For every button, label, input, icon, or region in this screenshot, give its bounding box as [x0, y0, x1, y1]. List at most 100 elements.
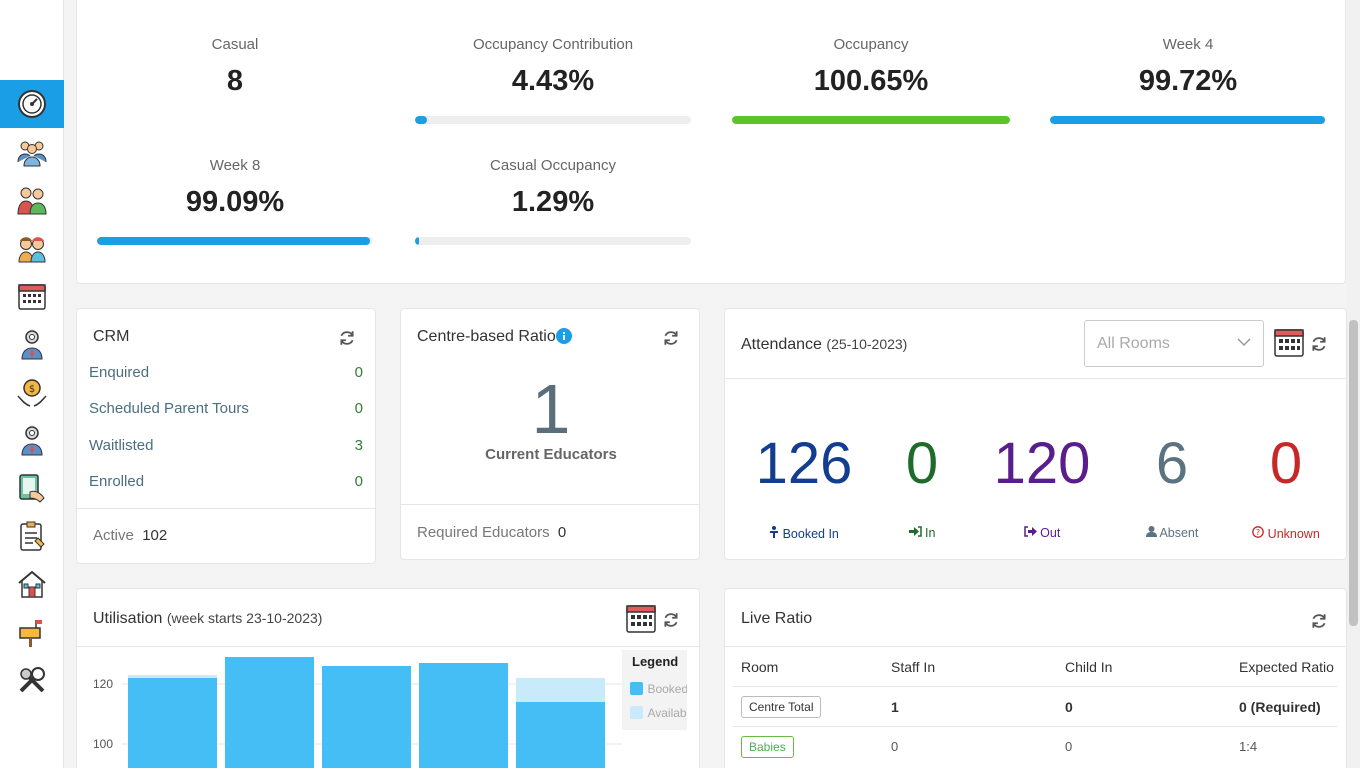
divider: [725, 378, 1346, 379]
legend-label: Available: [647, 705, 687, 720]
nav-checklist[interactable]: [0, 512, 64, 560]
attendance-label-text: Booked In: [782, 527, 839, 541]
crm-row-waitlisted[interactable]: Waitlisted 3: [89, 437, 363, 461]
crm-row-tours[interactable]: Scheduled Parent Tours 0: [89, 400, 363, 424]
staff-in-value: 1: [891, 699, 899, 715]
mailbox-icon: [19, 620, 42, 647]
legend-item-booked[interactable]: Booked: [630, 680, 687, 696]
scrollbar[interactable]: [1347, 0, 1360, 768]
crm-row-value: 0: [354, 400, 363, 417]
refresh-icon[interactable]: [662, 611, 680, 629]
legend-item-available[interactable]: Available: [630, 704, 687, 720]
calendar-picker-icon[interactable]: [1273, 326, 1305, 358]
y-tick-label: 120: [93, 677, 113, 691]
house-icon: [18, 570, 46, 598]
crm-row-label: Waitlisted: [89, 437, 154, 454]
kpi-label: Occupancy Contribution: [472, 36, 634, 53]
column-header-room: Room: [741, 659, 779, 675]
bar-booked[interactable]: [128, 678, 217, 768]
attendance-booked-in-label[interactable]: Booked In: [744, 526, 864, 541]
crm-row-label: Enrolled: [89, 473, 145, 490]
bar-booked[interactable]: [322, 666, 411, 768]
attendance-label-text: Absent: [1159, 526, 1199, 540]
divider: [733, 726, 1338, 727]
scrollbar-thumb[interactable]: [1349, 320, 1358, 626]
legend-swatch: [630, 706, 643, 720]
nav-tools[interactable]: [0, 656, 64, 704]
attendance-out-label[interactable]: Out: [982, 526, 1102, 540]
kpi-value: 99.09%: [185, 186, 285, 218]
attendance-label-text: Unknown: [1267, 527, 1320, 541]
kpi-label: Week 8: [209, 157, 261, 174]
refresh-icon[interactable]: [662, 329, 680, 347]
progress-bar-casual-occupancy: [415, 237, 691, 245]
nav-dashboard[interactable]: [0, 80, 64, 128]
live-ratio-card: Live Ratio Room Staff In Child In Expect…: [724, 588, 1347, 768]
progress-fill: [415, 237, 419, 245]
finance-hand-icon: $: [17, 379, 47, 407]
ratio-title: Centre-based Ratio: [417, 328, 556, 345]
crm-row-value: 3: [354, 437, 363, 454]
expected-ratio-value: 1:4: [1239, 739, 1258, 754]
nav-staff[interactable]: [0, 128, 64, 176]
bar-booked[interactable]: [516, 702, 605, 768]
crm-row-enquired[interactable]: Enquired 0: [89, 364, 363, 388]
nav-calendar[interactable]: [0, 272, 64, 320]
room-tag-babies[interactable]: Babies: [741, 736, 794, 758]
nav-children[interactable]: [0, 224, 64, 272]
kpi-card: [76, 0, 1346, 284]
sidebar: $: [0, 0, 64, 768]
required-educators-value: 0: [557, 524, 567, 541]
bar-booked[interactable]: [225, 657, 314, 768]
nav-families[interactable]: [0, 176, 64, 224]
refresh-icon[interactable]: [338, 329, 356, 347]
nav-house[interactable]: [0, 560, 64, 608]
calendar-picker-icon[interactable]: [625, 602, 657, 634]
info-icon[interactable]: [556, 328, 572, 344]
attendance-title: Attendance (25-10-2023): [741, 336, 907, 354]
nav-mailbox[interactable]: [0, 608, 64, 656]
utilisation-subtitle: (week starts 23-10-2023): [166, 610, 323, 626]
families-icon: [17, 187, 47, 215]
current-educators-count: 1: [531, 370, 571, 448]
bar-available[interactable]: [128, 675, 217, 678]
bar-available[interactable]: [516, 678, 605, 702]
kpi-week8: Week 8 99.09%: [97, 157, 373, 219]
staff-group-icon: [17, 141, 47, 167]
legend-label: Booked: [647, 681, 687, 696]
refresh-icon[interactable]: [1310, 335, 1328, 353]
kpi-label: Week 4: [1162, 36, 1214, 53]
attendance-absent-label[interactable]: Absent: [1112, 526, 1232, 540]
ratio-card: Centre-based Ratio 1 Current Educators R…: [400, 308, 700, 560]
tablet-icon: [19, 474, 45, 503]
crm-row-value: 0: [354, 364, 363, 381]
progress-fill: [1050, 116, 1326, 124]
nav-tablet[interactable]: [0, 464, 64, 512]
crm-active-value: 102: [142, 527, 168, 544]
bar-booked[interactable]: [419, 663, 508, 768]
attendance-in-label[interactable]: In: [862, 526, 982, 540]
nav-settings-person[interactable]: [0, 320, 64, 368]
settings-person-icon: [21, 330, 43, 360]
utilisation-title-text: Utilisation: [93, 610, 163, 627]
svg-text:?: ?: [1256, 528, 1260, 537]
attendance-label-text: Out: [1040, 526, 1061, 540]
progress-fill: [732, 116, 1010, 124]
kpi-value: 1.29%: [511, 186, 595, 218]
nav-admin[interactable]: [0, 416, 64, 464]
attendance-unknown-label[interactable]: ? Unknown: [1226, 526, 1346, 541]
kpi-value: 99.72%: [1138, 65, 1238, 97]
progress-bar-occupancy: [732, 116, 1010, 124]
progress-fill: [415, 116, 428, 124]
kpi-label: Occupancy: [833, 36, 909, 53]
attendance-label-text: In: [925, 526, 936, 540]
divider: [733, 686, 1338, 687]
refresh-icon[interactable]: [1310, 612, 1328, 630]
sign-out-icon: [1023, 526, 1037, 537]
room-select[interactable]: All Rooms: [1084, 320, 1264, 367]
crm-row-enrolled[interactable]: Enrolled 0: [89, 473, 363, 497]
room-tag-centre-total[interactable]: Centre Total: [741, 696, 822, 718]
nav-finance[interactable]: $: [0, 368, 64, 416]
dashboard-gauge-icon: [18, 90, 46, 118]
sign-in-icon: [908, 526, 922, 537]
